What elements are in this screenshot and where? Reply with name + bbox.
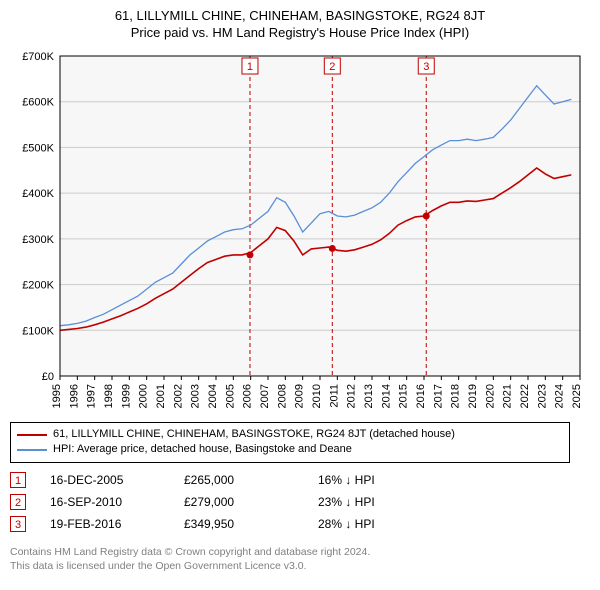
svg-text:2000: 2000	[138, 384, 150, 408]
svg-text:2014: 2014	[380, 384, 392, 408]
sale-date: 16-SEP-2010	[50, 495, 160, 509]
svg-text:2023: 2023	[536, 384, 548, 408]
sales-table: 1 16-DEC-2005 £265,000 16% ↓ HPI 2 16-SEP-201…	[10, 469, 570, 535]
sale-date: 19-FEB-2016	[50, 517, 160, 531]
svg-text:2: 2	[329, 61, 335, 73]
svg-text:2006: 2006	[242, 384, 254, 408]
sale-date: 16-DEC-2005	[50, 473, 160, 487]
svg-text:2012: 2012	[346, 384, 358, 408]
svg-text:1997: 1997	[86, 384, 98, 408]
attribution-line-1: Contains HM Land Registry data © Crown c…	[10, 545, 570, 559]
svg-text:2001: 2001	[155, 384, 167, 408]
svg-text:2009: 2009	[294, 384, 306, 408]
svg-text:2013: 2013	[363, 384, 375, 408]
svg-text:1999: 1999	[120, 384, 132, 408]
sale-row: 1 16-DEC-2005 £265,000 16% ↓ HPI	[10, 469, 570, 491]
svg-text:1998: 1998	[103, 384, 115, 408]
legend: 61, LILLYMILL CHINE, CHINEHAM, BASINGSTO…	[10, 422, 570, 463]
svg-text:£300K: £300K	[22, 234, 54, 246]
legend-item: HPI: Average price, detached house, Basi…	[17, 442, 563, 457]
svg-text:2018: 2018	[450, 384, 462, 408]
sale-marker-badge: 2	[10, 494, 26, 510]
svg-text:2025: 2025	[571, 384, 583, 408]
sale-row: 2 16-SEP-2010 £279,000 23% ↓ HPI	[10, 491, 570, 513]
sale-marker-badge: 3	[10, 516, 26, 532]
sale-marker-badge: 1	[10, 472, 26, 488]
chart-subtitle: Price paid vs. HM Land Registry's House …	[10, 25, 590, 40]
legend-swatch	[17, 449, 47, 451]
legend-item: 61, LILLYMILL CHINE, CHINEHAM, BASINGSTO…	[17, 427, 563, 442]
svg-text:2022: 2022	[519, 384, 531, 408]
svg-text:2005: 2005	[224, 384, 236, 408]
svg-text:2010: 2010	[311, 384, 323, 408]
sale-delta: 28% ↓ HPI	[318, 517, 428, 531]
svg-text:2017: 2017	[432, 384, 444, 408]
svg-text:£600K: £600K	[22, 97, 54, 109]
svg-text:2024: 2024	[554, 384, 566, 408]
sale-price: £349,950	[184, 517, 294, 531]
svg-text:£500K: £500K	[22, 142, 54, 154]
sale-price: £279,000	[184, 495, 294, 509]
sale-price: £265,000	[184, 473, 294, 487]
svg-text:£700K: £700K	[22, 51, 54, 63]
svg-text:1: 1	[247, 61, 253, 73]
svg-text:2008: 2008	[276, 384, 288, 408]
sale-delta: 16% ↓ HPI	[318, 473, 428, 487]
svg-text:3: 3	[423, 61, 429, 73]
attribution: Contains HM Land Registry data © Crown c…	[10, 545, 570, 573]
sale-delta: 23% ↓ HPI	[318, 495, 428, 509]
svg-text:£200K: £200K	[22, 280, 54, 292]
svg-text:2015: 2015	[398, 384, 410, 408]
svg-text:£0: £0	[42, 371, 54, 383]
svg-text:2016: 2016	[415, 384, 427, 408]
svg-text:2002: 2002	[172, 384, 184, 408]
svg-text:£400K: £400K	[22, 188, 54, 200]
svg-text:2007: 2007	[259, 384, 271, 408]
chart-plot: £0 £100K £200K £300K £400K £500K £600K £700K 199…	[10, 46, 590, 416]
chart-title: 61, LILLYMILL CHINE, CHINEHAM, BASINGSTO…	[10, 8, 590, 23]
svg-text:1995: 1995	[51, 384, 63, 408]
attribution-line-2: This data is licensed under the Open Gov…	[10, 559, 570, 573]
svg-text:2021: 2021	[502, 384, 514, 408]
sale-row: 3 19-FEB-2016 £349,950 28% ↓ HPI	[10, 513, 570, 535]
svg-text:£100K: £100K	[22, 325, 54, 337]
line-chart-svg: £0 £100K £200K £300K £400K £500K £600K £700K 199…	[10, 46, 590, 416]
legend-swatch	[17, 434, 47, 436]
svg-text:2020: 2020	[484, 384, 496, 408]
legend-label: HPI: Average price, detached house, Basi…	[53, 442, 352, 457]
svg-text:2004: 2004	[207, 384, 219, 408]
svg-text:1996: 1996	[68, 384, 80, 408]
svg-text:2003: 2003	[190, 384, 202, 408]
svg-text:2011: 2011	[328, 384, 340, 408]
chart-container: 61, LILLYMILL CHINE, CHINEHAM, BASINGSTO…	[0, 0, 600, 583]
svg-text:2019: 2019	[467, 384, 479, 408]
legend-label: 61, LILLYMILL CHINE, CHINEHAM, BASINGSTO…	[53, 427, 455, 442]
